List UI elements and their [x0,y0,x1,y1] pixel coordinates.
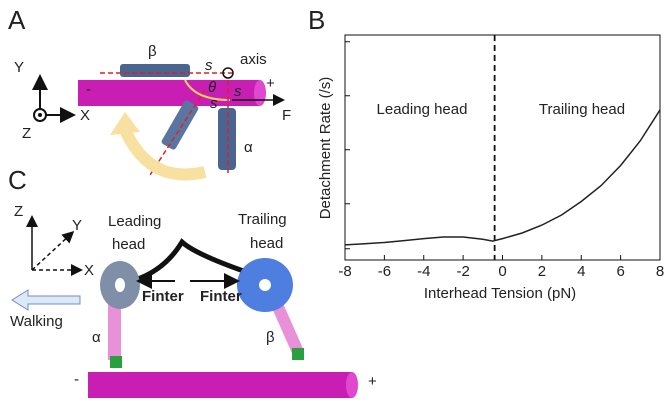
y-axis-label: Detachment Rate (/s) [317,77,334,220]
label: β [266,329,275,346]
x-tick-label: 4 [577,263,585,280]
x-tick-label: -6 [378,263,391,280]
label: s [210,95,218,112]
label: + [368,373,377,390]
x-tick-label: -2 [456,263,469,280]
beta-head [120,64,190,77]
region-label: Leading head [377,101,468,118]
microtubule-end [254,80,266,106]
label: - [86,81,91,98]
x-tick-label: 2 [538,263,546,280]
rotation-arrow [119,127,207,181]
label: Walking [10,313,63,330]
tilted-head [161,100,199,150]
linker [184,79,231,101]
x-tick-label: 8 [656,263,664,280]
label: head [112,236,145,253]
stalk [108,300,121,360]
label: - [74,371,79,388]
panel-letter: C [8,165,27,195]
label: α [92,329,101,346]
x-tick-label: 6 [616,263,624,280]
neck-linker [134,238,256,283]
label: Finter [200,288,242,305]
x-tick-label: 0 [498,263,506,280]
foot [110,356,122,368]
rotation-axis [222,67,234,79]
panel-letter: A [8,5,26,35]
label: Finter [142,288,184,305]
alpha-head [218,108,236,170]
microtubule [78,80,260,106]
label: α [244,139,253,156]
axis-label: Z [22,125,31,142]
axis-label: X [80,107,90,124]
label: + [266,75,275,92]
axis-arrow [31,230,75,271]
microtubule [88,372,352,398]
x-tick-label: -8 [338,263,351,280]
axis-label: X [84,262,94,279]
label: head [250,235,283,252]
plot-frame [344,34,661,261]
axis-label: Y [14,59,24,76]
region-label: Trailing head [539,101,625,118]
foot [292,348,304,360]
label: θ [208,79,216,96]
x-axis-label: Interhead Tension (pN) [424,285,576,302]
rotation-arrowhead [110,112,140,135]
panel-letter: B [308,5,325,35]
label: Trailing [238,211,287,228]
label: Leading [108,213,161,230]
axis-label: Z [14,203,23,220]
x-tick-label: -4 [417,263,430,280]
label: F [282,107,291,124]
label: axis [240,51,267,68]
axis-label: Y [72,217,82,234]
label: s [205,57,213,74]
curve [344,109,661,246]
stalk [269,297,304,355]
axis-line [149,89,206,176]
hole [259,279,271,291]
axis-dot [38,113,42,117]
label: s [234,83,242,100]
hole [115,278,125,292]
microtubule-end [346,372,358,398]
label: β [148,43,157,60]
walking-arrow [11,289,81,311]
